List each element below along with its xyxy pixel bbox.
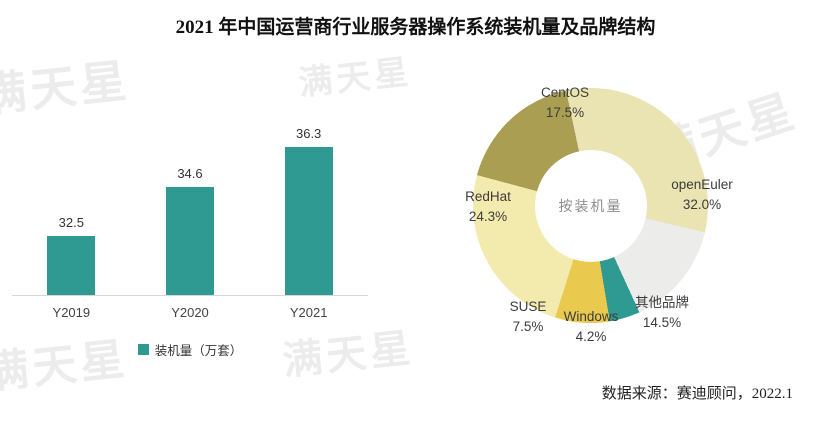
slice-pct: 7.5% — [512, 319, 544, 334]
slice-label-centos: CentOS 17.5% — [541, 83, 589, 124]
x-axis-label: Y2019 — [52, 305, 91, 320]
bar-value-label: 36.3 — [295, 125, 322, 141]
slice-name: RedHat — [465, 188, 511, 204]
slice-label-others: 其他品牌 14.5% — [635, 293, 689, 334]
slice-name: CentOS — [540, 84, 590, 100]
slice-label-suse: SUSE 7.5% — [510, 297, 547, 338]
slice-name: openEuler — [671, 176, 733, 192]
bar-value-label: 34.6 — [177, 165, 203, 181]
slice-name: SUSE — [509, 298, 547, 314]
x-axis-labels: Y2019 Y2020 Y2021 — [12, 305, 368, 320]
data-source: 数据来源：赛迪顾问，2022.1 — [601, 386, 793, 402]
page-title: 2021 年中国运营商行业服务器操作系统装机量及品牌结构 — [175, 17, 656, 38]
slice-pct: 17.5% — [545, 105, 585, 120]
legend-swatch-icon — [137, 344, 149, 355]
bar-legend: 装机量（万套） — [12, 340, 368, 359]
donut-hole: 按装机量 — [534, 149, 647, 262]
bar-column: 36.3 — [284, 125, 333, 295]
slice-pct: 4.2% — [575, 329, 607, 344]
bar-chart: 32.5 34.6 36.3 Y2019 Y2020 Y2021 装机量（万套） — [12, 58, 368, 359]
donut-center-label: 按装机量 — [558, 197, 623, 214]
bar-column: 32.5 — [47, 215, 96, 295]
slice-pct: 24.3% — [468, 209, 508, 224]
x-axis-label: Y2021 — [289, 305, 328, 320]
slice-name: Windows — [563, 308, 619, 324]
bar-y2021 — [284, 146, 333, 295]
legend-label: 装机量（万套） — [154, 344, 243, 358]
slice-label-windows: Windows 4.2% — [564, 307, 619, 348]
bar-plot-area: 32.5 34.6 36.3 — [12, 58, 368, 296]
slice-name: 其他品牌 — [635, 294, 689, 310]
slice-label-redhat: RedHat 24.3% — [465, 187, 511, 228]
slice-pct: 14.5% — [642, 315, 682, 330]
x-axis-label: Y2020 — [171, 305, 209, 320]
bar-value-label: 32.5 — [58, 215, 84, 231]
bar-y2020 — [165, 186, 214, 295]
bar-column: 34.6 — [165, 165, 214, 295]
donut-chart: 按装机量 CentOS 17.5% openEuler 32.0% 其他品牌 1… — [440, 55, 826, 367]
bar-y2019 — [47, 236, 96, 295]
slice-pct: 32.0% — [682, 197, 722, 212]
slice-label-openeuler: openEuler 32.0% — [671, 175, 733, 216]
donut-ring: 按装机量 — [473, 88, 708, 323]
